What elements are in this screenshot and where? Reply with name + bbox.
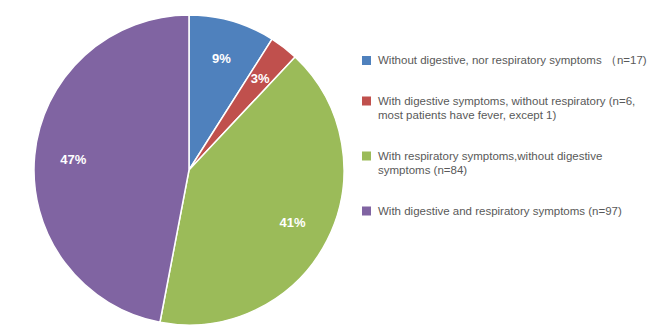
legend: Without digestive, nor respiratory sympt… [362,54,647,217]
data-label: 47% [60,152,86,167]
data-label: 9% [212,51,231,66]
data-label: 41% [280,215,306,230]
data-labels: 9% 3% 41% 47% [60,51,306,230]
legend-swatch [362,207,371,216]
legend-swatch [362,56,371,65]
data-label: 3% [251,71,270,86]
pie [34,15,344,325]
legend-label: With respiratory symptoms,without digest… [378,150,602,177]
pie-slice [34,15,189,322]
legend-swatch [362,97,371,106]
chart: 9% 3% 41% 47% Without digestive, nor respira… [0,0,662,331]
legend-label: With digestive and respiratory symptoms … [378,205,622,217]
legend-label: With digestive symptoms, without respira… [378,95,635,122]
legend-swatch [362,152,371,161]
legend-label: Without digestive, nor respiratory sympt… [378,54,647,67]
